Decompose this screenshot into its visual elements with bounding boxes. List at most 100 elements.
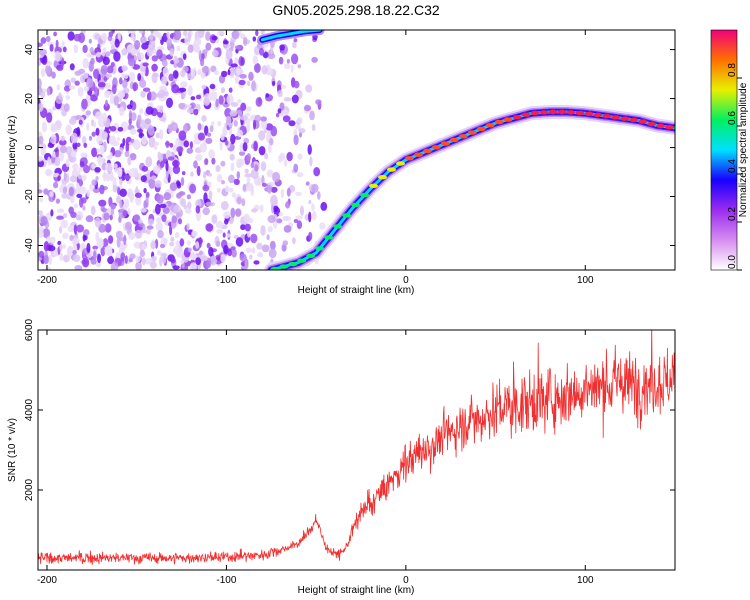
noise-blob: [48, 254, 52, 265]
noise-blob: [129, 253, 136, 260]
ridge-bead: [387, 167, 396, 172]
noise-blob: [246, 122, 251, 133]
ridge-bead: [512, 115, 522, 120]
noise-blob: [230, 63, 238, 68]
noise-blob: [283, 225, 292, 233]
noise-blob: [116, 136, 120, 142]
noise-blob: [150, 30, 154, 34]
noise-blob: [140, 35, 147, 44]
noise-blob: [216, 174, 223, 183]
noise-blob: [220, 87, 226, 94]
noise-blob: [73, 44, 79, 53]
noise-blob: [166, 31, 170, 39]
noise-blob: [156, 194, 164, 204]
noise-blob: [180, 198, 186, 207]
snr-axes: -200 -100 0 100 2000 4000 6000: [24, 318, 675, 586]
noise-blob: [91, 179, 97, 186]
noise-blob: [91, 163, 97, 170]
ridge-bead: [629, 117, 639, 123]
noise-blob: [221, 70, 228, 78]
noise-blob: [110, 203, 116, 210]
noise-blob: [250, 162, 255, 169]
noise-blob: [207, 172, 212, 177]
noise-blob: [282, 215, 289, 221]
noise-blob: [222, 232, 226, 238]
noise-blob: [267, 184, 272, 194]
noise-blob: [151, 255, 157, 262]
noise-blob: [254, 114, 262, 123]
noise-blob: [251, 247, 256, 254]
noise-blob: [165, 140, 170, 148]
noise-blob: [72, 163, 79, 171]
noise-blob: [89, 183, 94, 192]
noise-blob: [240, 57, 245, 66]
noise-blob: [147, 218, 155, 226]
noise-blob: [38, 226, 44, 233]
noise-blob: [201, 84, 207, 90]
noise-blob: [158, 129, 164, 140]
noise-blob: [90, 205, 96, 216]
noise-blob: [100, 205, 106, 212]
noise-blob: [305, 84, 313, 93]
noise-blob: [132, 82, 139, 91]
noise-blob: [96, 156, 105, 164]
noise-blob: [99, 184, 105, 195]
noise-blob: [140, 207, 147, 213]
spectrogram-frame: [37, 29, 676, 271]
colorbar-strip: [710, 29, 738, 271]
noise-blob: [195, 94, 202, 100]
noise-blob: [228, 87, 233, 93]
noise-blob: [208, 246, 214, 257]
ridge-bead: [485, 123, 495, 128]
noise-blob: [260, 225, 266, 236]
noise-blob: [307, 144, 312, 155]
noise-blob: [193, 160, 198, 169]
noise-blob: [315, 99, 322, 105]
noise-blob: [244, 112, 251, 117]
ridge-bead: [656, 123, 666, 129]
noise-blob: [206, 132, 212, 137]
noise-blob: [80, 74, 86, 84]
noise-blob: [278, 212, 284, 217]
noise-blob: [223, 244, 229, 255]
noise-blob: [254, 63, 261, 73]
noise-blob: [311, 183, 319, 193]
noise-blob: [119, 199, 123, 209]
ridge-bead: [575, 110, 585, 116]
noise-blob: [85, 215, 94, 223]
noise-blob: [137, 219, 143, 224]
noise-blob: [240, 224, 246, 231]
noise-blob: [96, 134, 104, 145]
noise-blob: [292, 237, 296, 245]
noise-blob: [172, 265, 180, 270]
spectrogram-ylabel: Frequency (Hz): [7, 116, 18, 185]
dispersion-ridge: [257, 30, 675, 270]
noise-blob: [151, 72, 158, 84]
noise-blob: [80, 197, 87, 204]
noise-blob: [86, 242, 91, 253]
ridge-bead: [458, 134, 468, 139]
noise-blob: [121, 246, 126, 252]
noise-blob: [91, 147, 98, 158]
noise-blob: [145, 106, 154, 115]
ridge-bead: [378, 175, 387, 180]
noise-blob: [43, 241, 49, 252]
noise-blob: [123, 234, 127, 246]
noise-blob: [172, 248, 177, 254]
noise-blob: [170, 236, 175, 242]
noise-blob: [148, 91, 152, 101]
ridge-bead: [620, 116, 630, 121]
noise-blob: [169, 182, 178, 192]
noise-blob: [78, 119, 83, 125]
noise-blob: [180, 259, 185, 264]
colorbar: 0.0 0.2 0.4 0.6 0.8 Normalized spectral ampl…: [710, 29, 749, 271]
noise-blob: [56, 84, 61, 91]
noise-blob: [204, 158, 209, 166]
noise-blob: [122, 210, 128, 217]
noise-blob: [176, 45, 181, 52]
noise-blob: [244, 260, 248, 270]
noise-blob: [211, 35, 218, 41]
noise-blob: [270, 125, 278, 137]
noise-blob: [39, 49, 47, 56]
noise-blob: [229, 217, 234, 225]
